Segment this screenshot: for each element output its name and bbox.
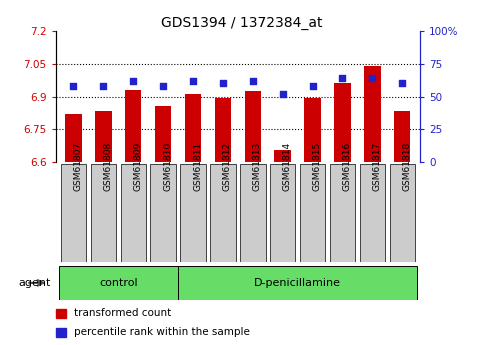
Text: GSM61814: GSM61814 — [283, 142, 292, 191]
Text: GSM61810: GSM61810 — [163, 142, 172, 191]
Bar — [56, 308, 67, 318]
Bar — [364, 66, 381, 162]
FancyBboxPatch shape — [180, 164, 206, 262]
Text: D-penicillamine: D-penicillamine — [254, 278, 341, 288]
Point — [219, 81, 227, 86]
FancyBboxPatch shape — [270, 164, 296, 262]
FancyBboxPatch shape — [330, 164, 355, 262]
Bar — [244, 91, 261, 162]
FancyBboxPatch shape — [61, 164, 86, 262]
FancyBboxPatch shape — [240, 164, 266, 262]
FancyBboxPatch shape — [58, 266, 178, 300]
Point — [339, 76, 346, 81]
FancyBboxPatch shape — [390, 164, 415, 262]
Text: agent: agent — [18, 278, 51, 288]
Bar — [304, 98, 321, 162]
Point — [99, 83, 107, 89]
Point — [129, 78, 137, 83]
Bar — [394, 111, 411, 162]
Text: control: control — [99, 278, 138, 288]
Bar — [215, 98, 231, 162]
FancyBboxPatch shape — [360, 164, 385, 262]
Text: GSM61807: GSM61807 — [73, 142, 83, 191]
Bar — [274, 150, 291, 162]
Point — [159, 83, 167, 89]
Bar — [95, 111, 112, 162]
FancyBboxPatch shape — [150, 164, 176, 262]
Text: percentile rank within the sample: percentile rank within the sample — [74, 327, 250, 337]
Point — [309, 83, 316, 89]
Bar — [65, 114, 82, 162]
Text: GSM61817: GSM61817 — [372, 142, 382, 191]
FancyBboxPatch shape — [121, 164, 146, 262]
Point — [369, 76, 376, 81]
Text: GDS1394 / 1372384_at: GDS1394 / 1372384_at — [161, 16, 322, 30]
Point — [189, 78, 197, 83]
Bar — [185, 95, 201, 162]
Point — [398, 81, 406, 86]
Bar — [56, 327, 67, 337]
Text: GSM61809: GSM61809 — [133, 142, 142, 191]
Bar — [155, 106, 171, 162]
Text: GSM61813: GSM61813 — [253, 142, 262, 191]
Point — [249, 78, 256, 83]
FancyBboxPatch shape — [300, 164, 326, 262]
FancyBboxPatch shape — [178, 266, 417, 300]
Text: transformed count: transformed count — [74, 308, 171, 318]
Point — [279, 91, 286, 97]
FancyBboxPatch shape — [210, 164, 236, 262]
Point — [70, 83, 77, 89]
Text: GSM61815: GSM61815 — [313, 142, 322, 191]
Text: GSM61818: GSM61818 — [402, 142, 412, 191]
Bar — [125, 90, 142, 162]
Text: GSM61808: GSM61808 — [103, 142, 113, 191]
Text: GSM61816: GSM61816 — [342, 142, 352, 191]
Text: GSM61811: GSM61811 — [193, 142, 202, 191]
Text: GSM61812: GSM61812 — [223, 142, 232, 191]
Bar — [334, 83, 351, 162]
FancyBboxPatch shape — [91, 164, 116, 262]
